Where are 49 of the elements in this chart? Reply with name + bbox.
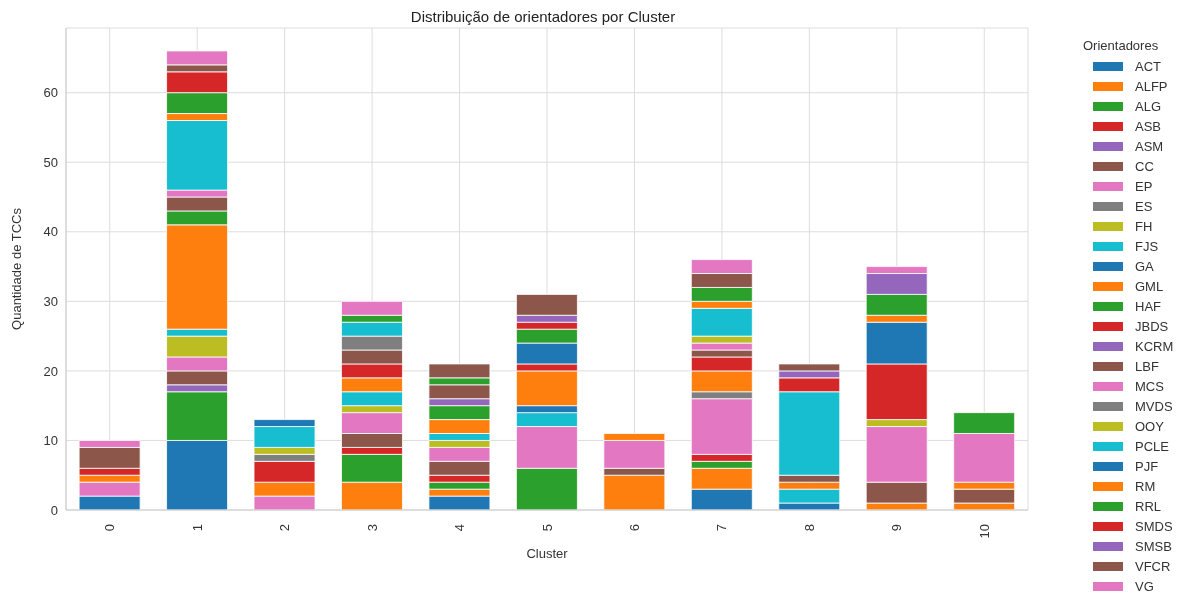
- legend-label: FJS: [1135, 238, 1159, 254]
- legend-label: FH: [1135, 218, 1153, 234]
- y-tick-label: 50: [43, 154, 58, 170]
- legend-label: EP: [1135, 178, 1153, 194]
- legend-label: VFCR: [1135, 558, 1171, 574]
- legend-label: PJF: [1135, 458, 1159, 474]
- x-tick-label: 5: [539, 524, 555, 532]
- y-tick-label: 10: [43, 433, 58, 449]
- x-axis-title: Cluster: [526, 546, 569, 561]
- legend-label: ASM: [1135, 138, 1164, 154]
- legend-label: ASB: [1135, 118, 1162, 134]
- legend-label: ES: [1135, 198, 1153, 214]
- legend-label: ALFP: [1135, 78, 1168, 94]
- legend-title: Orientadores: [1083, 38, 1160, 54]
- legend-label: KCRM: [1135, 338, 1174, 354]
- legend-label: VG: [1135, 578, 1154, 594]
- x-tick-label: 8: [801, 524, 817, 532]
- chart-title: Distribuição de orientadores por Cluster: [409, 8, 677, 25]
- legend-label: RRL: [1135, 498, 1162, 514]
- legend-label: CC: [1135, 158, 1154, 174]
- x-tick-label: 10: [976, 524, 992, 539]
- legend-label: RM: [1135, 478, 1156, 494]
- legend-label: HAF: [1135, 298, 1161, 314]
- y-tick-label: 60: [43, 85, 58, 101]
- legend-label: SMDS: [1135, 518, 1173, 534]
- y-axis-title: Quantidade de TCCs: [8, 207, 24, 330]
- y-tick-label: 0: [50, 502, 58, 518]
- y-tick-label: 20: [43, 363, 58, 379]
- legend-label: MVDS: [1135, 398, 1173, 414]
- x-tick-label: 3: [364, 524, 380, 532]
- x-tick-label: 2: [277, 524, 293, 532]
- legend-label: JBDS: [1135, 318, 1169, 334]
- legend-label: ACT: [1135, 58, 1161, 74]
- legend-label: PCLE: [1135, 438, 1169, 454]
- x-tick-label: 9: [889, 524, 905, 532]
- legend-label: ALG: [1135, 98, 1162, 114]
- legend-label: LBF: [1135, 358, 1159, 374]
- x-tick-label: 0: [102, 524, 118, 532]
- x-tick-label: 4: [452, 524, 468, 532]
- x-tick-label: 7: [714, 524, 730, 532]
- y-tick-label: 40: [43, 224, 58, 240]
- legend-label: SMSB: [1135, 538, 1172, 554]
- legend-label: OOY: [1135, 418, 1164, 434]
- x-tick-label: 1: [189, 524, 205, 532]
- legend-label: MCS: [1135, 378, 1164, 394]
- legend-label: GML: [1135, 278, 1164, 294]
- legend-label: GA: [1135, 258, 1154, 274]
- x-tick-label: 6: [626, 524, 642, 532]
- y-tick-label: 30: [43, 293, 58, 309]
